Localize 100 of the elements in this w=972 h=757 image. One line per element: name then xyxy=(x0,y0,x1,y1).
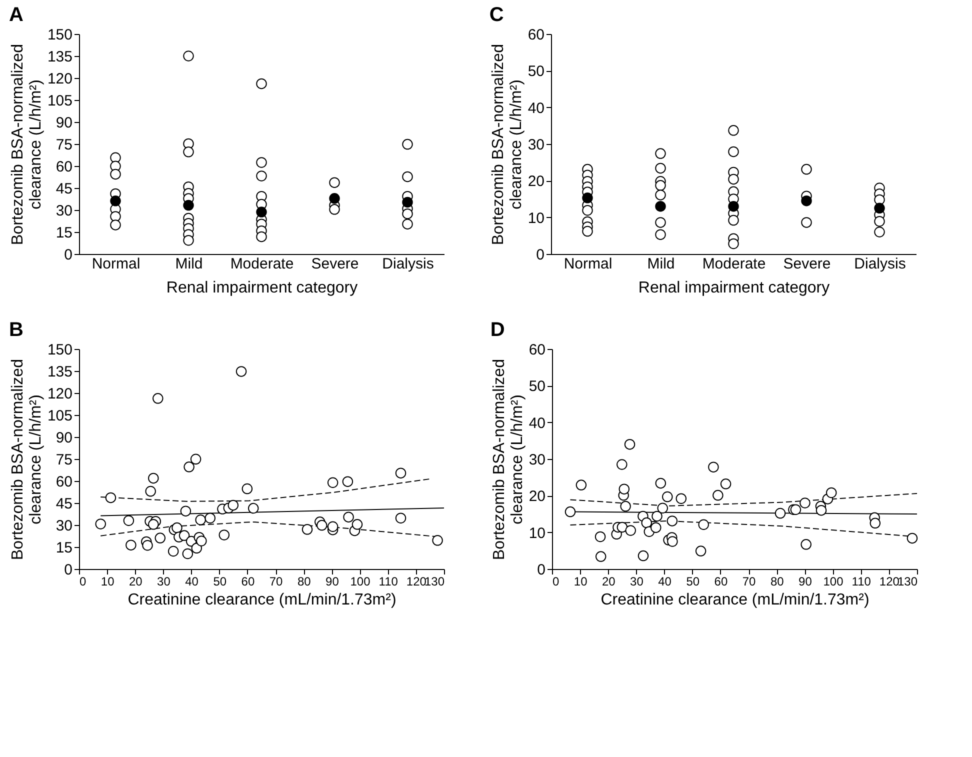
point xyxy=(145,486,156,497)
point xyxy=(638,550,649,562)
point xyxy=(641,517,652,528)
point xyxy=(236,366,247,377)
point xyxy=(105,492,116,504)
x-tick-label: 100 xyxy=(823,574,844,588)
point xyxy=(624,438,636,450)
y-tick-label: 75 xyxy=(56,452,72,468)
y-tick-label: 135 xyxy=(47,48,72,66)
point xyxy=(152,393,164,404)
y-tick-label: 45 xyxy=(56,496,72,512)
x-tick-label: 40 xyxy=(658,574,672,588)
y-tick-label: 40 xyxy=(528,100,544,117)
y-axis-title: Bortezomib BSA-normalized clearance (L/h/m²) xyxy=(490,44,525,245)
x-tick-label: 10 xyxy=(100,574,115,588)
point xyxy=(826,487,837,498)
x-tick-label: Dialysis xyxy=(854,256,906,272)
point xyxy=(576,480,587,490)
point xyxy=(655,478,666,489)
x-tick-label: 80 xyxy=(770,574,784,588)
point xyxy=(168,546,179,557)
point xyxy=(395,512,406,524)
point xyxy=(564,506,576,518)
point xyxy=(204,512,216,524)
y-tick-label: 60 xyxy=(528,26,544,44)
x-tick-label: 80 xyxy=(297,574,312,588)
point xyxy=(595,551,606,562)
y-tick-label: 50 xyxy=(528,378,546,396)
y-tick-label: 30 xyxy=(528,452,546,468)
x-axis-title: Renal impairment category xyxy=(638,280,830,296)
point xyxy=(676,493,687,504)
y-tick-label: 90 xyxy=(56,114,72,132)
y-tick-label: 150 xyxy=(47,342,72,358)
y-tick-label: 60 xyxy=(56,158,72,176)
y-tick-label: 40 xyxy=(528,414,546,432)
x-tick-label: 50 xyxy=(213,574,227,588)
point xyxy=(816,504,827,516)
x-tick-label: Mild xyxy=(647,256,675,272)
y-tick-label: 120 xyxy=(47,386,72,402)
x-tick-label: 120 xyxy=(406,574,427,588)
point xyxy=(667,536,678,547)
point xyxy=(774,508,786,519)
chart-title: B xyxy=(8,319,24,341)
x-tick-label: 130 xyxy=(897,574,918,588)
x-tick-label: 90 xyxy=(326,574,340,588)
y-tick-label: 75 xyxy=(56,136,72,154)
x-tick-label: 110 xyxy=(378,574,398,588)
x-tick-label: 30 xyxy=(157,574,171,588)
x-tick-label: 10 xyxy=(574,574,588,588)
x-axis-title: Renal impairment category xyxy=(166,280,358,296)
point xyxy=(720,478,732,490)
point xyxy=(172,522,182,534)
point xyxy=(650,522,662,533)
point xyxy=(790,504,802,515)
point xyxy=(327,477,338,488)
y-tick-label: 30 xyxy=(56,518,72,534)
x-tick-label: 70 xyxy=(269,574,284,588)
x-axis-title: Creatinine clearance (mL/min/1.73m²) xyxy=(600,592,870,608)
point xyxy=(195,514,206,526)
x-tick-label: 0 xyxy=(80,574,86,588)
point xyxy=(178,530,190,541)
x-tick-label: 120 xyxy=(879,574,900,588)
x-tick-label: 70 xyxy=(742,574,756,588)
point xyxy=(695,546,706,556)
y-tick-label: 20 xyxy=(528,173,544,190)
x-tick-label: Normal xyxy=(564,256,612,272)
x-tick-label: Severe xyxy=(311,256,359,272)
y-tick-label: 60 xyxy=(528,342,546,358)
chart-title: C xyxy=(489,4,504,26)
x-tick-label: 60 xyxy=(714,574,728,588)
x-tick-label: Severe xyxy=(783,256,831,272)
point xyxy=(666,516,678,526)
chart-title: D xyxy=(490,319,505,341)
point xyxy=(652,510,662,522)
x-tick-label: 20 xyxy=(602,574,616,588)
point xyxy=(248,502,259,514)
y-tick-label: 60 xyxy=(56,474,72,490)
point xyxy=(712,490,724,501)
y-tick-label: 30 xyxy=(56,202,72,220)
point xyxy=(352,519,363,530)
point xyxy=(594,531,606,542)
point xyxy=(190,454,202,465)
y-tick-label: 90 xyxy=(56,430,72,446)
y-tick-label: 120 xyxy=(47,70,72,88)
point xyxy=(327,521,338,532)
x-tick-label: Mild xyxy=(175,256,203,272)
point xyxy=(395,468,406,478)
point xyxy=(800,539,812,550)
y-tick-label: 20 xyxy=(528,488,546,506)
point xyxy=(620,500,631,512)
point xyxy=(154,532,166,544)
point xyxy=(148,472,159,484)
point xyxy=(616,522,628,533)
x-axis-title: Creatinine clearance (mL/min/1.73m²) xyxy=(128,592,396,608)
point xyxy=(662,491,673,502)
x-tick-label: Normal xyxy=(92,256,140,272)
y-tick-label: 135 xyxy=(47,364,72,380)
point xyxy=(218,530,230,540)
y-tick-label: 30 xyxy=(528,136,544,154)
point xyxy=(342,476,354,487)
